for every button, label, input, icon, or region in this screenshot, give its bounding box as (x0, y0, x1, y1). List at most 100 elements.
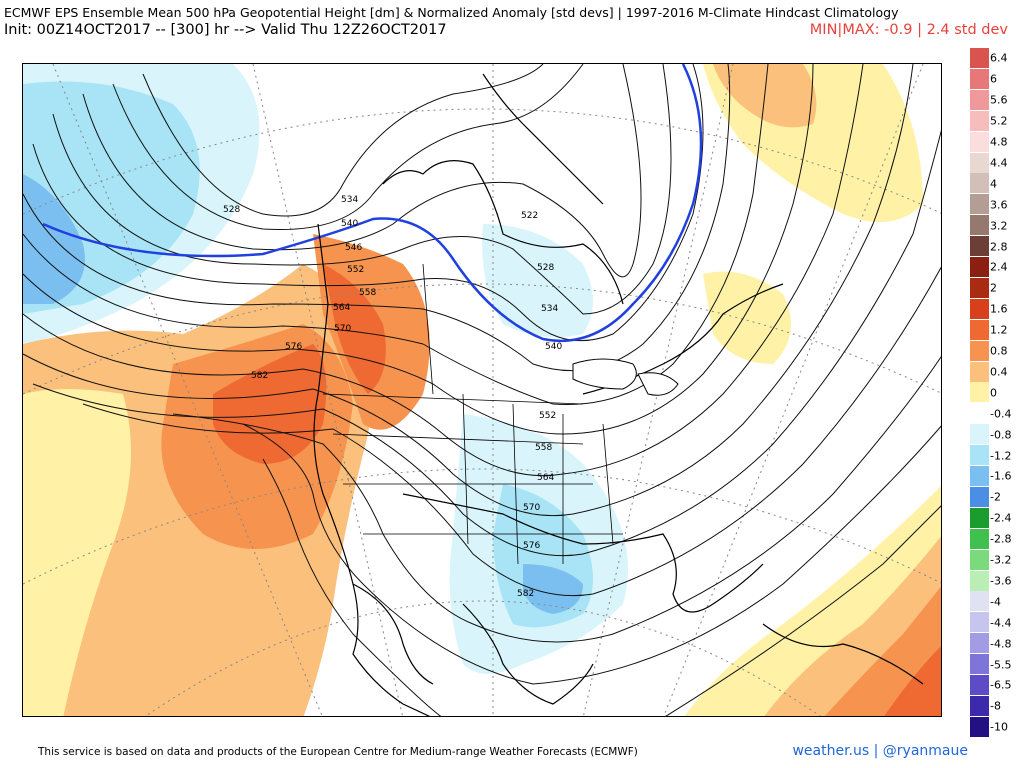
colorbar-swatch (970, 654, 989, 675)
height-label: 582 (517, 589, 534, 599)
min-max-label: MIN|MAX: -0.9 | 2.4 std dev (809, 22, 1008, 38)
height-label: 564 (537, 473, 554, 483)
height-label: 576 (285, 342, 302, 352)
height-label: 540 (341, 219, 358, 229)
ecmwf-disclaimer: This service is based on data and produc… (38, 746, 638, 758)
colorbar-swatch (970, 257, 989, 277)
colorbar-tick-label: -4.4 (990, 616, 1012, 630)
colorbar-tick-label: -3.6 (990, 574, 1012, 588)
height-label: 534 (541, 304, 558, 314)
colorbar-swatch (970, 236, 989, 257)
colorbar-tick-label: 3.6 (990, 198, 1008, 212)
colorbar-swatch (970, 507, 989, 528)
height-label: 552 (539, 411, 556, 421)
map-panel: 528 534 540 546 552 558 564 570 576 582 … (22, 63, 942, 717)
init-valid-line: Init: 00Z14OCT2017 -- [300] hr --> Valid… (4, 22, 447, 38)
colorbar-tick-label: -4 (990, 595, 1001, 609)
colorbar-swatch (970, 131, 989, 152)
colorbar-swatch (970, 48, 989, 68)
colorbar-tick-label: 1.2 (990, 323, 1008, 337)
colorbar-swatch (970, 549, 989, 570)
coastlines (313, 73, 924, 716)
contour-540-highlight (42, 64, 703, 343)
height-label-group: 528 534 540 546 552 558 564 570 576 582 … (223, 195, 562, 599)
colorbar-tick-label: 4.8 (990, 135, 1008, 149)
height-label: 528 (223, 205, 240, 215)
colorbar-swatch (970, 486, 989, 507)
colorbar-tick-label: 2.8 (990, 240, 1008, 254)
height-label: 528 (537, 263, 554, 273)
colorbar-tick-label: -1.2 (990, 449, 1012, 463)
colorbar-swatch (970, 466, 989, 486)
height-label: 576 (523, 541, 540, 551)
colorbar-swatch (970, 633, 989, 654)
height-label: 522 (521, 211, 538, 221)
credit-link[interactable]: weather.us | @ryanmaue (792, 743, 968, 759)
colorbar-tick-label: 5.6 (990, 93, 1008, 107)
colorbar-swatch (970, 612, 989, 633)
colorbar-swatch (970, 382, 989, 403)
height-label: 552 (347, 265, 364, 275)
great-lakes (572, 358, 679, 396)
colorbar-swatch (970, 89, 989, 110)
colorbar-swatch (970, 361, 989, 382)
colorbar-swatch (970, 445, 989, 466)
colorbar-tick-label: 2 (990, 281, 997, 295)
colorbar-tick-label: -10 (990, 720, 1008, 734)
colorbar-tick-label: -4.8 (990, 637, 1012, 651)
height-label: 582 (251, 371, 268, 381)
height-label: 558 (535, 443, 552, 453)
colorbar-swatch (970, 340, 989, 361)
colorbar-swatch (970, 403, 989, 424)
height-label: 534 (341, 195, 358, 205)
colorbar-tick-label: 0.8 (990, 344, 1008, 358)
colorbar-swatch (970, 298, 989, 319)
colorbar-swatch (970, 424, 989, 445)
colorbar-tick-label: -3.2 (990, 553, 1012, 567)
colorbar-swatch (970, 695, 989, 716)
colorbar-tick-label: 4 (990, 177, 997, 191)
colorbar-swatch (970, 675, 989, 695)
colorbar-swatch (970, 215, 989, 236)
colorbar-tick-label: -2.4 (990, 511, 1012, 525)
anomaly-fields (23, 64, 941, 716)
height-label: 570 (523, 503, 540, 513)
colorbar-swatch (970, 570, 989, 591)
colorbar-tick-label: 0 (990, 386, 997, 400)
colorbar-tick-label: 4.4 (990, 156, 1008, 170)
map-svg: 528 534 540 546 552 558 564 570 576 582 … (23, 64, 941, 716)
colorbar-tick-label: -6.5 (990, 678, 1012, 692)
colorbar-tick-label: 0.4 (990, 365, 1008, 379)
colorbar-tick-label: 6 (990, 72, 997, 86)
chart-title: ECMWF EPS Ensemble Mean 500 hPa Geopoten… (4, 5, 899, 20)
colorbar-swatch (970, 591, 989, 612)
colorbar-swatch (970, 152, 989, 173)
height-label: 540 (545, 342, 562, 352)
colorbar-tick-label: 3.2 (990, 219, 1008, 233)
colorbar-tick-label: -1.6 (990, 469, 1012, 483)
colorbar-tick-label: -2 (990, 490, 1001, 504)
political-borders (322, 263, 623, 565)
colorbar-tick-label: -2.8 (990, 532, 1012, 546)
height-label: 558 (359, 288, 376, 298)
colorbar-swatch (970, 528, 989, 549)
colorbar-tick-label: -0.8 (990, 428, 1012, 442)
colorbar-swatch (970, 110, 989, 131)
colorbar-tick-label: 5.2 (990, 114, 1008, 128)
colorbar-tick-label: 2.4 (990, 260, 1008, 274)
colorbar-swatch (970, 319, 989, 340)
colorbar-swatch (970, 68, 989, 89)
colorbar-tick-label: -0.4 (990, 407, 1012, 421)
colorbar-tick-label: 6.4 (990, 51, 1008, 65)
colorbar-swatch (970, 173, 989, 194)
height-label: 564 (333, 303, 350, 313)
height-label: 570 (334, 324, 351, 334)
height-label: 546 (345, 243, 362, 253)
colorbar-tick-label: -5.5 (990, 658, 1012, 672)
colorbar-tick-label: -8 (990, 699, 1001, 713)
colorbar-swatch (970, 277, 989, 298)
colorbar-swatch (970, 194, 989, 215)
colorbar-swatch (970, 716, 989, 737)
graticule (23, 64, 941, 716)
colorbar-tick-label: 1.6 (990, 302, 1008, 316)
